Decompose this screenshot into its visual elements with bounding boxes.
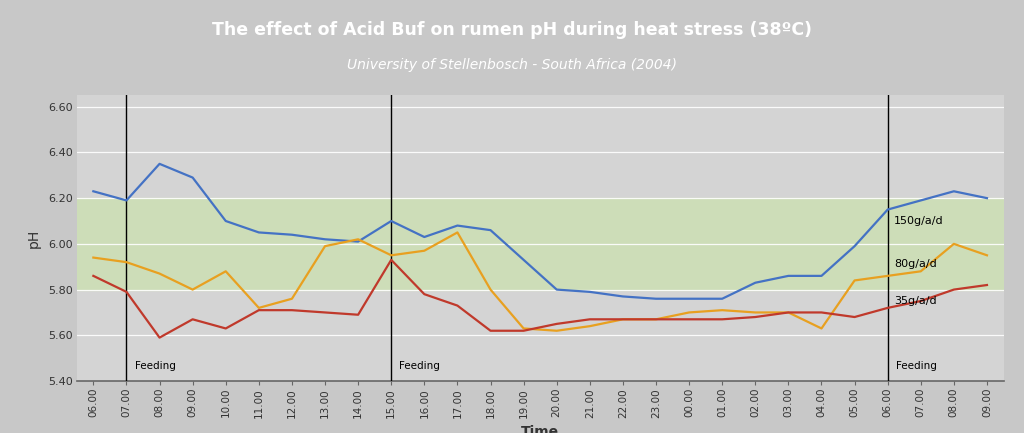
- Text: 150g/a/d: 150g/a/d: [894, 216, 944, 226]
- Y-axis label: pH: pH: [27, 229, 41, 248]
- Text: Feeding: Feeding: [399, 361, 440, 371]
- Text: The effect of Acid Buf on rumen pH during heat stress (38ºC): The effect of Acid Buf on rumen pH durin…: [212, 21, 812, 39]
- Text: 80g/a/d: 80g/a/d: [894, 259, 937, 269]
- Text: University of Stellenbosch - South Africa (2004): University of Stellenbosch - South Afric…: [347, 58, 677, 72]
- Text: Feeding: Feeding: [896, 361, 937, 371]
- Text: Feeding: Feeding: [135, 361, 175, 371]
- Text: 35g/a/d: 35g/a/d: [894, 297, 937, 307]
- X-axis label: Time: Time: [521, 424, 559, 433]
- Bar: [77, 198, 1004, 290]
